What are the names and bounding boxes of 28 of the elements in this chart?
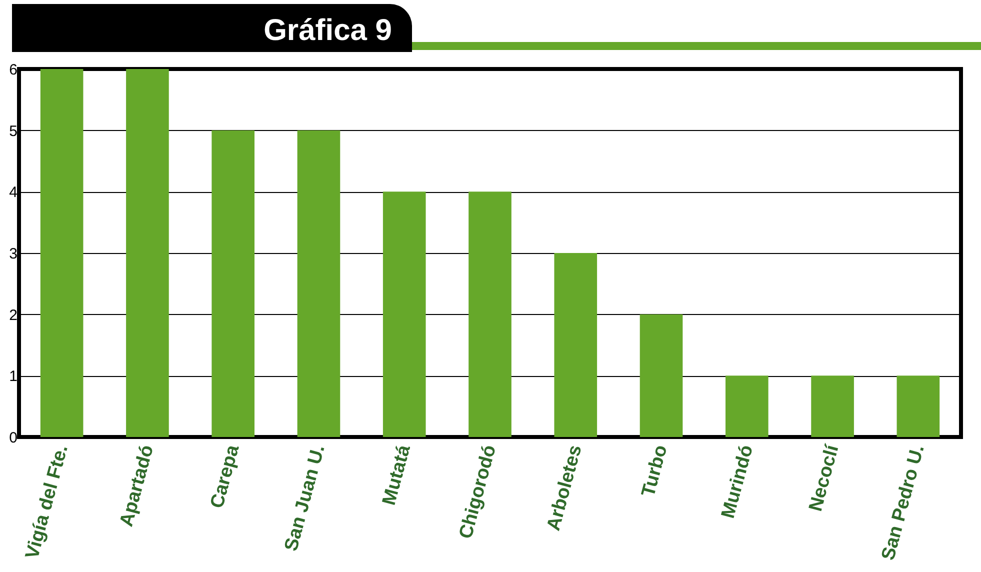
x-tick-label: Carepa [206, 442, 244, 511]
x-tick-label: Vigía del Fte. [22, 442, 72, 562]
y-tick-label: 1 [9, 368, 18, 386]
x-tick-label: Murindó [718, 442, 758, 521]
bar [212, 130, 254, 437]
y-tick-label: 2 [9, 306, 18, 324]
bar [382, 192, 426, 437]
chart-title: Gráfica 9 [12, 4, 412, 52]
bar [40, 69, 84, 437]
bar [126, 69, 169, 437]
y-tick-label: 5 [9, 122, 18, 140]
x-tick-label: Turbo [638, 442, 672, 499]
bar [554, 253, 598, 437]
bar [896, 376, 940, 437]
bar [726, 376, 768, 437]
y-tick-label: 0 [9, 430, 18, 446]
bar [811, 376, 854, 437]
y-tick-label: 3 [9, 246, 18, 262]
x-tick-label: Mutatá [378, 442, 416, 508]
x-tick-label: Apartadó [116, 442, 158, 529]
y-tick-label: 4 [9, 184, 18, 202]
y-tick-label: 6 [9, 62, 18, 78]
x-tick-label: San Pedro U. [878, 442, 929, 563]
x-tick-label: San Juan U. [280, 442, 330, 554]
bar [640, 314, 683, 437]
bar [468, 192, 512, 437]
x-tick-label: Necoclí [805, 442, 844, 514]
bar [297, 130, 340, 437]
